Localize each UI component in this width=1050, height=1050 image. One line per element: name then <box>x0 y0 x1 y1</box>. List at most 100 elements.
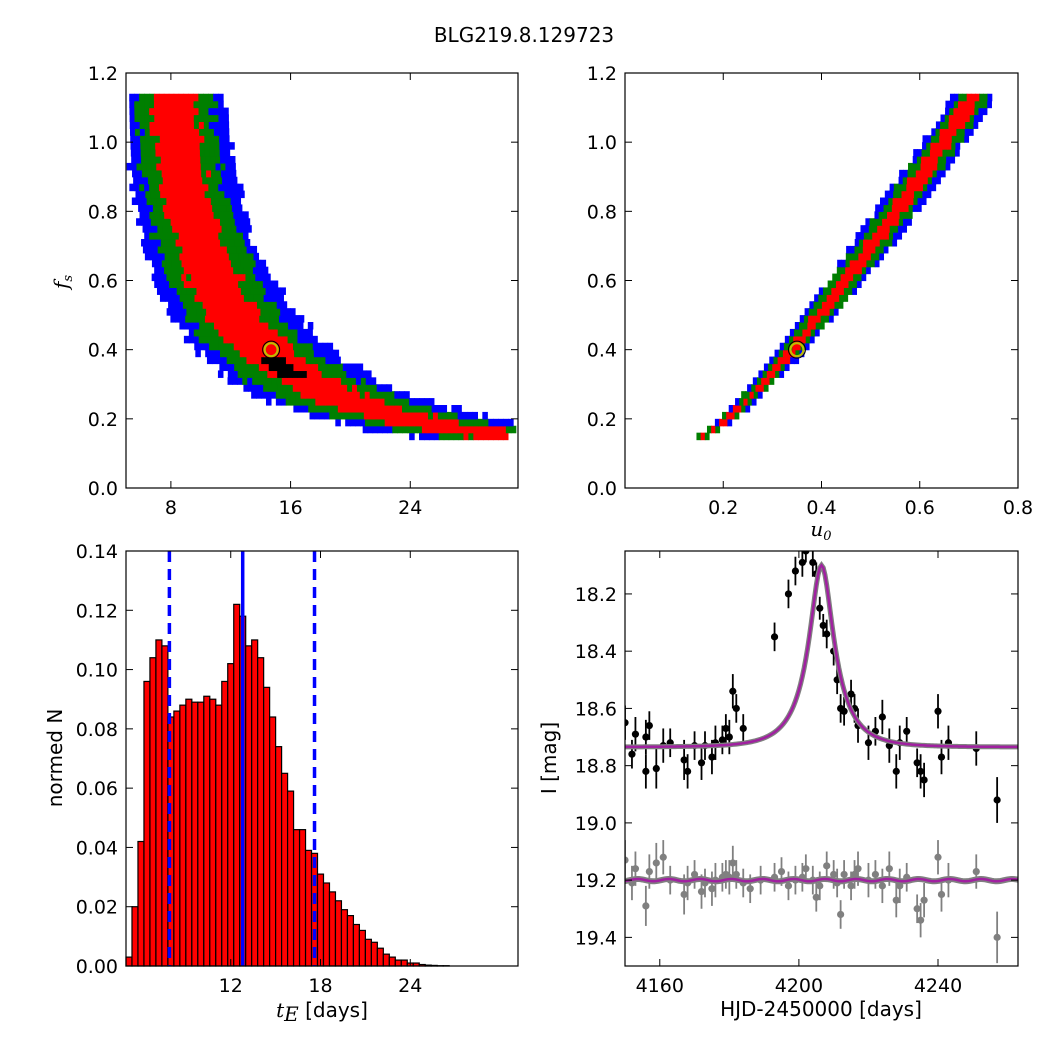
contour-cell <box>245 259 252 268</box>
x-tick-label: 0.2 <box>708 497 738 519</box>
contour-cell <box>970 93 976 102</box>
contour-cell <box>907 218 912 226</box>
contour-cell <box>193 266 200 275</box>
contour-cell <box>835 280 841 289</box>
y-tick-label: 0.02 <box>76 897 118 919</box>
contour-cell <box>267 280 274 289</box>
contour-cell <box>883 204 889 212</box>
contour-cell <box>943 128 949 136</box>
contour-cell <box>850 252 855 261</box>
contour-cell <box>331 370 338 378</box>
contour-cell <box>816 315 822 323</box>
contour-cell <box>289 349 295 358</box>
contour-cell <box>774 349 780 358</box>
contour-cell <box>239 315 246 323</box>
contour-cell <box>180 162 187 171</box>
contour-cell <box>225 169 232 178</box>
contour-cell <box>791 349 797 358</box>
contour-cell <box>893 183 899 192</box>
histogram-bar <box>352 923 361 967</box>
contour-cell <box>322 342 329 351</box>
contour-cell <box>794 356 800 365</box>
contour-cell <box>478 432 484 441</box>
contour-cell <box>225 259 232 268</box>
contour-cell <box>889 225 895 233</box>
contour-cell <box>174 121 180 129</box>
contour-cell <box>193 232 200 240</box>
contour-cell <box>471 425 477 434</box>
data-point <box>934 707 942 715</box>
contour-cell <box>205 273 212 282</box>
contour-cell <box>379 398 386 406</box>
contour-cell <box>179 190 186 199</box>
contour-cell <box>149 121 156 129</box>
contour-cell <box>152 245 159 254</box>
contour-cell <box>463 432 469 441</box>
contour-cell <box>308 349 315 358</box>
contour-cell <box>927 176 933 185</box>
contour-cell <box>795 349 801 358</box>
contour-cell <box>436 405 443 413</box>
contour-cell <box>342 405 349 413</box>
contour-cell <box>129 100 135 109</box>
contour-cell <box>258 384 264 392</box>
contour-cell <box>281 356 287 365</box>
contour-cell <box>169 280 175 289</box>
histogram-bar <box>185 698 193 967</box>
contour-cell <box>278 322 284 330</box>
contour-cell <box>328 349 335 358</box>
histogram-bar <box>275 746 283 967</box>
histogram-bar <box>328 891 337 967</box>
contour-cell <box>377 405 383 413</box>
data-point <box>732 870 740 879</box>
contour-cell <box>797 335 803 344</box>
contour-cell <box>154 232 160 240</box>
contour-cell <box>203 335 210 344</box>
contour-cell <box>397 425 403 434</box>
contour-cell <box>184 190 191 199</box>
data-point <box>729 859 737 867</box>
contour-cell <box>136 169 143 178</box>
contour-cell <box>160 218 167 226</box>
contour-cell <box>192 176 198 185</box>
contour-cell <box>320 356 327 365</box>
contour-cell <box>243 211 249 219</box>
contour-cell <box>145 156 152 164</box>
y-tick-label: 1.0 <box>587 132 617 154</box>
contour-cell <box>213 328 220 337</box>
contour-cell <box>824 315 830 323</box>
contour-cell <box>213 183 219 192</box>
contour-cell <box>199 128 205 136</box>
contour-cell <box>344 411 350 420</box>
contour-cell <box>313 363 319 372</box>
contour-cell <box>200 156 206 164</box>
contour-cell <box>957 100 963 109</box>
contour-cell <box>216 245 223 254</box>
contour-cell <box>235 259 242 268</box>
contour-cell <box>379 418 386 427</box>
contour-cell <box>848 273 854 282</box>
contour-cell <box>223 183 229 192</box>
data-point <box>697 759 706 767</box>
contour-cell <box>166 169 173 178</box>
y-tick-label: 0.04 <box>76 837 118 859</box>
x-tick-label: 18 <box>308 975 332 997</box>
contour-cell <box>908 162 913 171</box>
contour-cell <box>213 93 219 102</box>
contour-cell <box>205 239 211 247</box>
contour-cell <box>355 377 362 385</box>
contour-cell <box>757 391 763 399</box>
histogram-bar <box>334 900 343 967</box>
contour-cell <box>876 232 882 240</box>
contour-cell <box>164 266 170 275</box>
contour-cell <box>273 384 279 392</box>
contour-cell <box>806 328 812 337</box>
contour-cell <box>215 349 221 358</box>
contour-cell <box>196 273 202 282</box>
contour-cell <box>195 162 202 171</box>
y-tick-label: 18.8 <box>575 756 617 778</box>
tE-histogram-axes-frame <box>125 550 519 967</box>
contour-cell <box>387 405 393 413</box>
contour-cell <box>187 204 194 212</box>
contour-cell <box>168 93 175 102</box>
